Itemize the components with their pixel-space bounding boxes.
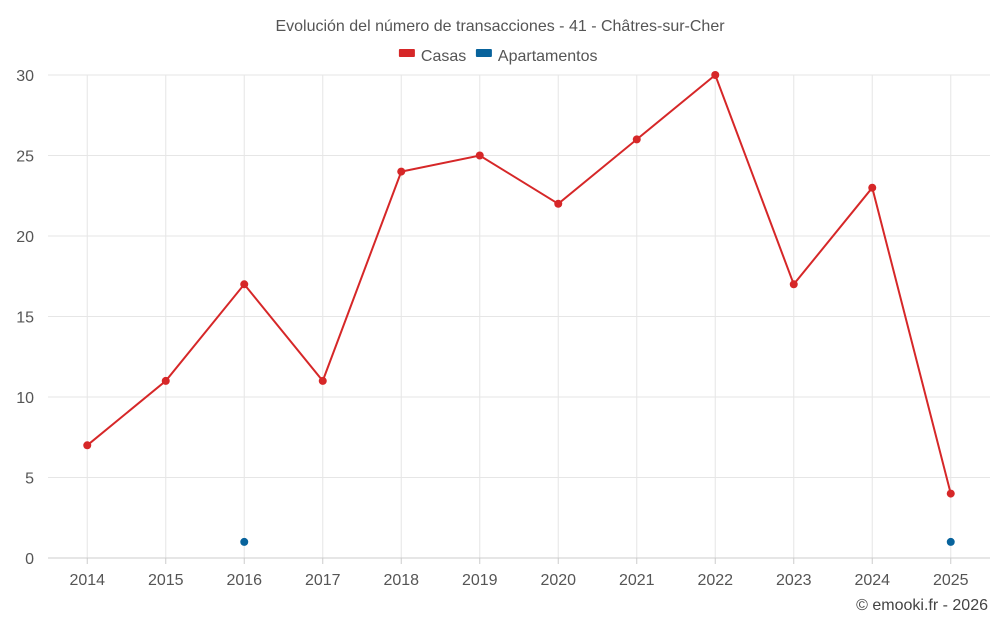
data-point-casas (789, 280, 798, 289)
x-tick-label: 2019 (462, 572, 498, 589)
data-point-casas (83, 441, 92, 450)
x-tick-label: 2025 (933, 572, 969, 589)
legend-label-casas: Casas (421, 48, 466, 65)
x-tick-label: 2021 (619, 572, 655, 589)
y-tick-label: 20 (16, 229, 34, 246)
series-layer (83, 71, 955, 546)
x-tick-label: 2018 (383, 572, 419, 589)
series-line-casas (86, 73, 952, 494)
y-tick-label: 25 (16, 149, 34, 166)
data-point-casas (240, 280, 249, 289)
y-tick-label: 0 (25, 551, 34, 568)
x-tick-label: 2023 (776, 572, 812, 589)
y-tick-label: 5 (25, 471, 34, 488)
x-tick-label: 2024 (854, 572, 890, 589)
data-point-casas (946, 489, 955, 498)
data-point-casas (475, 151, 484, 160)
data-point-casas (161, 376, 170, 385)
chart-title: Evolución del número de transacciones - … (275, 18, 725, 35)
data-point-apartamentos (240, 537, 249, 546)
legend: Casas Apartamentos (398, 48, 598, 65)
y-tick-label: 15 (16, 310, 34, 327)
data-point-casas (318, 376, 327, 385)
y-tick-label: 10 (16, 390, 34, 407)
data-point-casas (554, 199, 563, 208)
legend-swatch-casas (398, 49, 415, 57)
x-tick-label: 2014 (69, 572, 105, 589)
credit-text: © emooki.fr - 2026 (856, 597, 988, 614)
x-tick-label: 2020 (540, 572, 576, 589)
data-point-casas (397, 167, 406, 176)
data-point-casas (711, 71, 720, 79)
legend-swatch-apartamentos (475, 49, 492, 57)
y-tick-label: 30 (16, 68, 34, 85)
data-point-apartamentos (946, 537, 955, 546)
x-tick-label: 2015 (148, 572, 184, 589)
data-point-casas (868, 183, 877, 192)
data-point-casas (632, 135, 641, 144)
x-tick-label: 2022 (697, 572, 733, 589)
legend-label-apartamentos: Apartamentos (498, 48, 598, 65)
x-tick-label: 2016 (226, 572, 262, 589)
grid (48, 74, 990, 558)
x-tick-label: 2017 (305, 572, 341, 589)
